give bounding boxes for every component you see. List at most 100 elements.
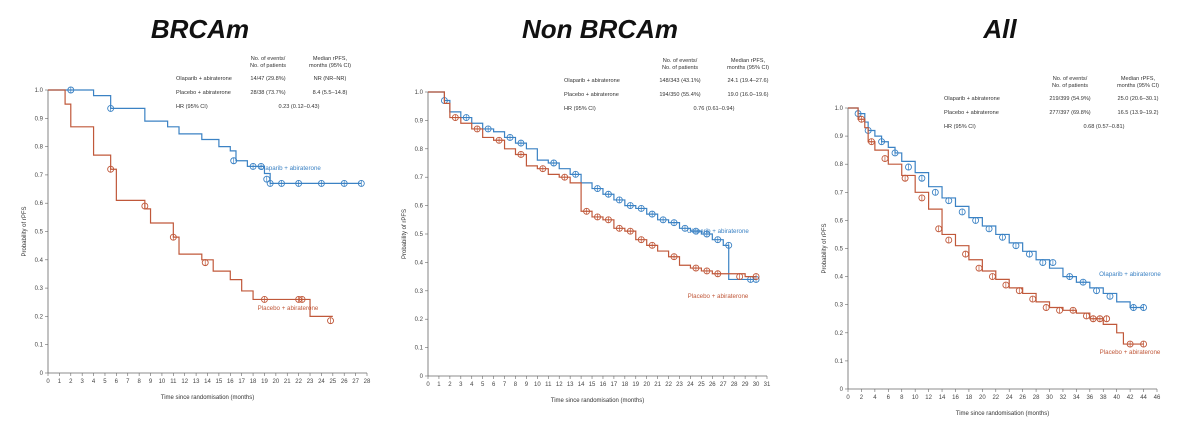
chart-title: BRCAm xyxy=(150,14,250,44)
x-tick-label: 12 xyxy=(181,379,188,385)
panel-brcam: BRCAm 0 0.1 0.2 0.3 0.4 0.5 0.6 0.7 0.8 0.9 1.0 0 1 2… xyxy=(0,0,400,431)
table-row-label: HR (95% CI) xyxy=(564,106,596,112)
chart-title: All xyxy=(983,14,1017,44)
y-tick-label: 0 xyxy=(40,371,44,377)
x-tick-label: 30 xyxy=(1046,395,1053,401)
x-tick-label: 46 xyxy=(1154,395,1161,401)
km-chart-brcam: 00.10.20.30.40.50.60.70.80.91.00 1 2 3 4 5 6 7 8… xyxy=(22,56,371,401)
y-axis-label: Probability of rPFS xyxy=(22,206,28,256)
y-tick-label: 0.2 xyxy=(35,314,44,320)
panel-non-brcam: Non BRCAm 0 0.1 0.2 0.3 0.4 0.5 0.6 0.7 0.8 0.9 1.… xyxy=(400,0,800,431)
olaparib-curve xyxy=(428,91,757,281)
x-tick-label: 27 xyxy=(352,379,359,385)
x-tick-label: 5 xyxy=(481,382,485,388)
y-tick-label: 0.4 xyxy=(415,260,424,266)
y-tick-label: 0.8 xyxy=(415,147,424,153)
y-tick-label: 0.9 xyxy=(35,116,44,122)
olaparib-label: Olaparib + abiraterone xyxy=(1099,271,1161,278)
x-tick-label: 3 xyxy=(459,382,463,388)
x-tick-label: 1 xyxy=(437,382,441,388)
table-row-label: Placebo + abiraterone xyxy=(944,110,999,116)
x-tick-label: 2 xyxy=(448,382,452,388)
x-tick-label: 30 xyxy=(753,382,760,388)
x-tick-label: 26 xyxy=(709,382,716,388)
y-tick-label: 1.0 xyxy=(835,106,844,112)
x-tick-label: 32 xyxy=(1060,395,1067,401)
y-tick-label: 0.8 xyxy=(35,145,44,151)
y-tick-label: 0.1 xyxy=(415,346,424,352)
table-median-value: 8.4 (5.5–14.8) xyxy=(313,90,348,96)
table-row-label: Placebo + abiraterone xyxy=(176,90,231,96)
table-row-label: Olaparib + abiraterone xyxy=(944,96,1000,102)
x-tick-label: 8 xyxy=(137,379,141,385)
table-median-value: 16.5 (13.9–19.2) xyxy=(1117,110,1158,116)
x-tick-label: 20 xyxy=(643,382,650,388)
table-row-label: Olaparib + abiraterone xyxy=(564,78,620,84)
x-tick-label: 25 xyxy=(698,382,705,388)
x-tick-label: 24 xyxy=(318,379,325,385)
x-tick-label: 5 xyxy=(103,379,107,385)
y-tick-label: 0 xyxy=(420,374,424,380)
x-tick-label: 25 xyxy=(329,379,336,385)
x-tick-label: 21 xyxy=(284,379,291,385)
x-tick-label: 16 xyxy=(227,379,234,385)
x-tick-label: 0 xyxy=(846,395,850,401)
x-tick-label: 40 xyxy=(1113,395,1120,401)
table-header-median: Median rPFS, xyxy=(731,58,766,64)
x-tick-label: 10 xyxy=(159,379,166,385)
table-row-label: HR (95% CI) xyxy=(176,104,208,110)
placebo-label: Placebo + abiraterone xyxy=(688,293,749,300)
table-events-value: 277/397 (69.8%) xyxy=(1049,110,1090,116)
x-tick-label: 11 xyxy=(170,379,177,385)
y-tick-label: 0.1 xyxy=(835,359,844,365)
x-tick-label: 20 xyxy=(273,379,280,385)
y-tick-label: 0.4 xyxy=(35,258,44,264)
x-tick-label: 3 xyxy=(81,379,85,385)
placebo-curve xyxy=(848,107,1144,345)
table-header-median: months (95% CI) xyxy=(727,65,769,71)
x-tick-label: 8 xyxy=(514,382,518,388)
table-events-value: 148/343 (43.1%) xyxy=(659,78,700,84)
x-tick-label: 6 xyxy=(887,395,891,401)
x-tick-label: 42 xyxy=(1127,395,1134,401)
x-tick-label: 4 xyxy=(873,395,877,401)
x-tick-label: 15 xyxy=(216,379,223,385)
x-tick-label: 34 xyxy=(1073,395,1080,401)
x-tick-label: 26 xyxy=(341,379,348,385)
olaparib-label: Olaparib + abiraterone xyxy=(259,165,321,172)
table-header-events: No. of patients xyxy=(662,65,698,71)
x-tick-label: 31 xyxy=(764,382,771,388)
table-row-label: Placebo + abiraterone xyxy=(564,92,619,98)
y-tick-label: 0.2 xyxy=(415,317,424,323)
x-tick-label: 2 xyxy=(69,379,73,385)
km-chart-all: 00.10.20.30.40.50.60.70.80.91.00 2 4 6 8 10 12… xyxy=(822,76,1161,417)
y-tick-label: 0.5 xyxy=(35,230,44,236)
table-row-label: Olaparib + abiraterone xyxy=(176,76,232,82)
x-tick-label: 18 xyxy=(250,379,257,385)
table-header-events: No. of patients xyxy=(250,63,286,69)
table-header-median: Median rPFS, xyxy=(1121,76,1156,82)
x-axis-label: Time since randomisation (months) xyxy=(551,398,644,404)
table-header-events: No. of events/ xyxy=(251,56,286,62)
x-axis-label: Time since randomisation (months) xyxy=(161,395,254,401)
y-tick-label: 0.1 xyxy=(35,343,44,349)
x-tick-label: 2 xyxy=(860,395,864,401)
x-tick-label: 22 xyxy=(665,382,672,388)
placebo-label: Placebo + abiraterone xyxy=(1100,349,1161,356)
y-tick-label: 0 xyxy=(840,387,844,393)
x-tick-label: 7 xyxy=(126,379,130,385)
x-tick-label: 28 xyxy=(364,379,371,385)
x-tick-label: 18 xyxy=(966,395,973,401)
y-axis-label: Probability of rPFS xyxy=(822,223,828,273)
table-median-value: 25.0 (20.6–30.1) xyxy=(1117,96,1158,102)
x-tick-label: 1 xyxy=(58,379,62,385)
y-tick-label: 0.4 xyxy=(835,275,844,281)
x-tick-label: 17 xyxy=(611,382,618,388)
y-axis-label: Probability of rPFS xyxy=(402,209,408,259)
x-tick-label: 20 xyxy=(979,395,986,401)
x-tick-label: 16 xyxy=(600,382,607,388)
table-header-median: months (95% CI) xyxy=(1117,83,1159,89)
table-header-events: No. of events/ xyxy=(1053,76,1088,82)
x-tick-label: 36 xyxy=(1086,395,1093,401)
table-median-value: NR (NR–NR) xyxy=(314,76,347,82)
